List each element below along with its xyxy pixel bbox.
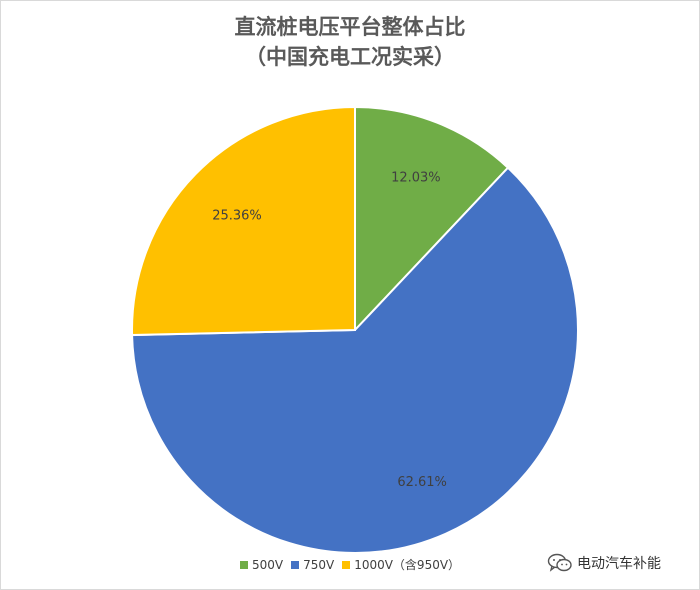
chart-legend: 500V 750V 1000V（含950V） <box>0 556 700 573</box>
watermark-text: 电动汽车补能 <box>577 556 661 572</box>
chart-title: 直流桩电压平台整体占比 <box>234 15 466 39</box>
data-label-0: 12.03% <box>391 171 441 186</box>
legend-swatch-2 <box>342 560 351 569</box>
pie-slice-1 <box>131 166 579 554</box>
data-label-2: 25.36% <box>212 209 262 224</box>
legend-swatch-0 <box>239 560 248 569</box>
legend-label-2: 1000V（含950V） <box>354 558 461 572</box>
legend-item-1: 750V <box>291 558 334 572</box>
legend-label-1: 750V <box>303 557 335 572</box>
legend-item-2: 1000V（含950V） <box>342 556 460 573</box>
legend-label-0: 500V <box>251 557 284 572</box>
legend-swatch-1 <box>291 560 300 569</box>
data-label-1: 62.61% <box>397 475 447 490</box>
legend-item-0: 500V <box>239 557 284 572</box>
watermark: 电动汽车补能 <box>547 553 661 573</box>
chart-subtitle: （中国充电工况实采） <box>245 45 455 69</box>
chart-title-block: 直流桩电压平台整体占比 （中国充电工况实采） <box>0 12 700 72</box>
pie-slice-2 <box>131 105 356 337</box>
pie-slice-0 <box>354 105 510 333</box>
wechat-icon <box>547 553 572 572</box>
